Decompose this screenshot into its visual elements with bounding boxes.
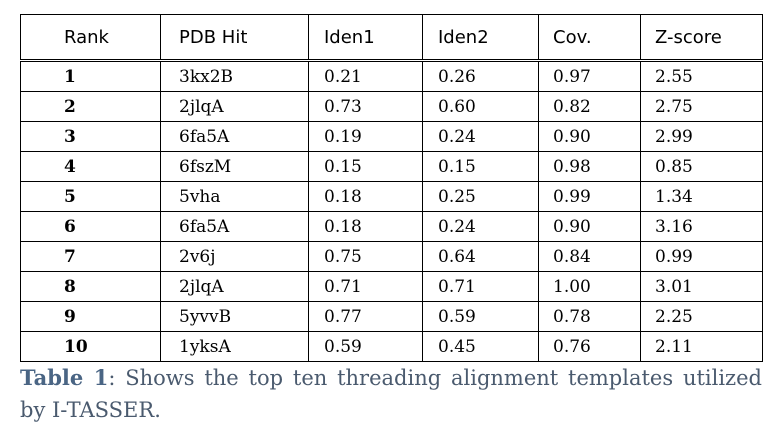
column-header: Rank [20, 14, 161, 62]
table-cell: 0.59 [422, 301, 539, 332]
table-cell: 0.71 [422, 271, 539, 302]
table-cell: 0.18 [308, 181, 423, 212]
table-cell: 0.15 [422, 151, 539, 182]
table-row: 3 6fa5A 0.19 0.24 0.90 2.99 [20, 121, 763, 152]
table-cell: 8 [20, 271, 161, 302]
table-cell: 0.18 [308, 211, 423, 242]
data-table: Rank PDB Hit Iden1 Iden2 Cov. Z-score 1 3kx2B 0… [20, 14, 763, 362]
table-cell: 0.73 [308, 91, 423, 122]
table-cell: 0.76 [538, 331, 641, 362]
table-cell: 0.64 [422, 241, 539, 272]
caption: Table 1: Shows the top ten threading ali… [20, 362, 762, 426]
table-cell: 5yvvB [160, 301, 309, 332]
table-cell: 2jlqA [160, 271, 309, 302]
table-cell: 6fa5A [160, 121, 309, 152]
table-cell: 1yksA [160, 331, 309, 362]
table-cell: 0.78 [538, 301, 641, 332]
table-cell: 10 [20, 331, 161, 362]
column-header: Iden1 [308, 14, 423, 62]
table-row: 10 1yksA 0.59 0.45 0.76 2.11 [20, 331, 763, 362]
table-cell: 2.11 [640, 331, 763, 362]
table-row: 5 5vha 0.18 0.25 0.99 1.34 [20, 181, 763, 212]
table-cell: 1.34 [640, 181, 763, 212]
table-cell: 0.45 [422, 331, 539, 362]
table-cell: 0.24 [422, 211, 539, 242]
table-cell: 0.71 [308, 271, 423, 302]
table-cell: 0.77 [308, 301, 423, 332]
table-body: 1 3kx2B 0.21 0.26 0.97 2.55 2 2jlqA 0.73 0.60 0.82… [20, 60, 763, 362]
column-header: Z-score [640, 14, 763, 62]
table-cell: 0.97 [538, 60, 641, 92]
table-cell: 0.59 [308, 331, 423, 362]
table-cell: 2.75 [640, 91, 763, 122]
table-cell: 0.85 [640, 151, 763, 182]
table-cell: 6fa5A [160, 211, 309, 242]
table-cell: 0.60 [422, 91, 539, 122]
table-row: 9 5yvvB 0.77 0.59 0.78 2.25 [20, 301, 763, 332]
table-cell: 0.24 [422, 121, 539, 152]
table-cell: 0.19 [308, 121, 423, 152]
table-cell: 0.90 [538, 211, 641, 242]
table-cell: 2jlqA [160, 91, 309, 122]
table-cell: 7 [20, 241, 161, 272]
header-row: Rank PDB Hit Iden1 Iden2 Cov. Z-score [20, 14, 763, 62]
column-header: Iden2 [422, 14, 539, 62]
table-cell: 0.99 [640, 241, 763, 272]
table-row: 2 2jlqA 0.73 0.60 0.82 2.75 [20, 91, 763, 122]
table-cell: 9 [20, 301, 161, 332]
table-cell: 5vha [160, 181, 309, 212]
table-cell: 2.55 [640, 60, 763, 92]
table-cell: 2v6j [160, 241, 309, 272]
table-cell: 3 [20, 121, 161, 152]
table-cell: 2.99 [640, 121, 763, 152]
table-cell: 0.21 [308, 60, 423, 92]
table-row: 4 6fszM 0.15 0.15 0.98 0.85 [20, 151, 763, 182]
table-cell: 6fszM [160, 151, 309, 182]
table-cell: 0.26 [422, 60, 539, 92]
table-cell: 3.01 [640, 271, 763, 302]
table-cell: 0.99 [538, 181, 641, 212]
table-cell: 0.75 [308, 241, 423, 272]
table-cell: 0.98 [538, 151, 641, 182]
table-cell: 0.25 [422, 181, 539, 212]
caption-text: : Shows the top ten threading alignment … [20, 366, 762, 422]
table-cell: 0.90 [538, 121, 641, 152]
table-cell: 4 [20, 151, 161, 182]
table-cell: 1.00 [538, 271, 641, 302]
table-cell: 5 [20, 181, 161, 212]
table-row: 6 6fa5A 0.18 0.24 0.90 3.16 [20, 211, 763, 242]
table-cell: 3.16 [640, 211, 763, 242]
table-cell: 0.82 [538, 91, 641, 122]
table-cell: 1 [20, 60, 161, 92]
table-cell: 6 [20, 211, 161, 242]
table-cell: 2 [20, 91, 161, 122]
table-cell: 0.15 [308, 151, 423, 182]
caption-label: Table 1 [20, 365, 109, 390]
column-header: PDB Hit [160, 14, 309, 62]
table-cell: 0.84 [538, 241, 641, 272]
table-row: 7 2v6j 0.75 0.64 0.84 0.99 [20, 241, 763, 272]
table-row: 1 3kx2B 0.21 0.26 0.97 2.55 [20, 60, 763, 92]
table-row: 8 2jlqA 0.71 0.71 1.00 3.01 [20, 271, 763, 302]
table-cell: 3kx2B [160, 60, 309, 92]
column-header: Cov. [538, 14, 641, 62]
table-cell: 2.25 [640, 301, 763, 332]
